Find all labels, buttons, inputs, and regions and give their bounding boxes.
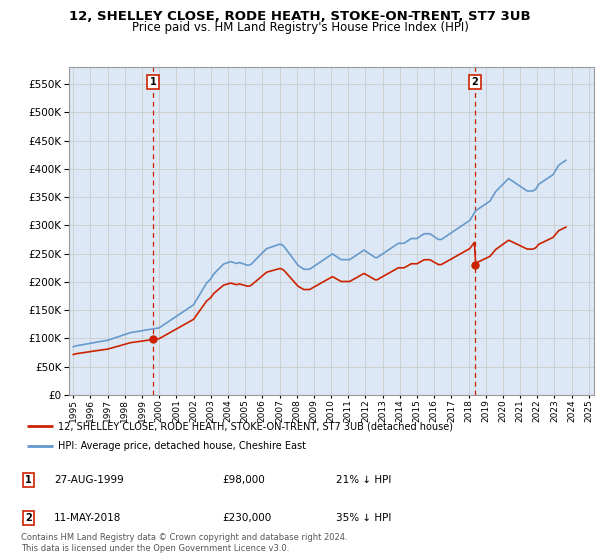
Text: £230,000: £230,000 bbox=[222, 513, 271, 523]
Text: 2: 2 bbox=[472, 77, 478, 87]
Text: 12, SHELLEY CLOSE, RODE HEATH, STOKE-ON-TRENT, ST7 3UB: 12, SHELLEY CLOSE, RODE HEATH, STOKE-ON-… bbox=[69, 10, 531, 22]
Text: Contains HM Land Registry data © Crown copyright and database right 2024.
This d: Contains HM Land Registry data © Crown c… bbox=[21, 533, 347, 553]
Text: 27-AUG-1999: 27-AUG-1999 bbox=[54, 475, 124, 485]
Text: Price paid vs. HM Land Registry's House Price Index (HPI): Price paid vs. HM Land Registry's House … bbox=[131, 21, 469, 34]
Text: 11-MAY-2018: 11-MAY-2018 bbox=[54, 513, 121, 523]
Text: 35% ↓ HPI: 35% ↓ HPI bbox=[336, 513, 391, 523]
Text: 2: 2 bbox=[25, 513, 32, 523]
Text: 1: 1 bbox=[25, 475, 32, 485]
Text: 1: 1 bbox=[150, 77, 157, 87]
Text: 12, SHELLEY CLOSE, RODE HEATH, STOKE-ON-TRENT, ST7 3UB (detached house): 12, SHELLEY CLOSE, RODE HEATH, STOKE-ON-… bbox=[58, 421, 453, 431]
Text: £98,000: £98,000 bbox=[222, 475, 265, 485]
Text: HPI: Average price, detached house, Cheshire East: HPI: Average price, detached house, Ches… bbox=[58, 441, 306, 451]
Text: 21% ↓ HPI: 21% ↓ HPI bbox=[336, 475, 391, 485]
